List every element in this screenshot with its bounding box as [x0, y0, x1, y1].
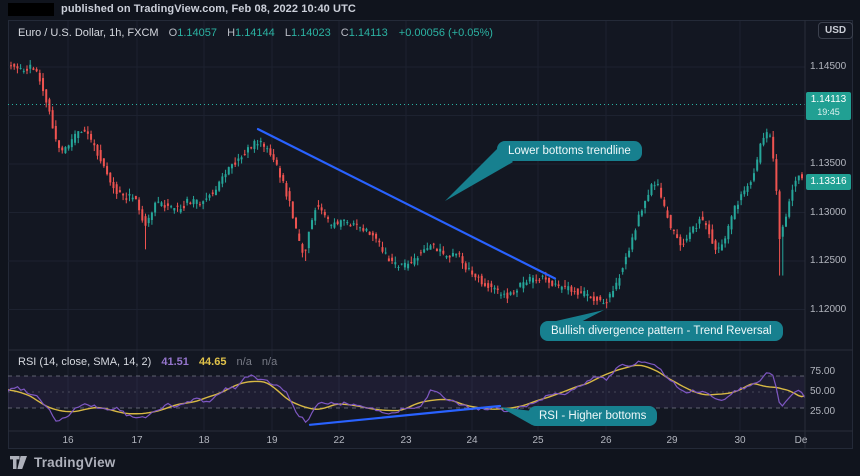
low-label: L	[284, 27, 291, 39]
redacted-username-box	[8, 3, 54, 16]
rsi-lines-layer	[8, 360, 805, 424]
callout-bullish-divergence[interactable]: Bullish divergence pattern - Trend Rever…	[540, 321, 783, 341]
rsi-ma-value: 44.65	[198, 356, 227, 368]
published-text: published on TradingView.com, Feb 08, 20…	[61, 3, 356, 15]
change-value: +0.00056 (+0.05%)	[398, 27, 493, 39]
rsi-legend[interactable]: RSI (14, close, SMA, 14, 2) 41.51 44.65 …	[18, 356, 277, 368]
rsi-trendline-drawing[interactable]	[308, 404, 502, 426]
price-axis-label: 1.13500	[810, 158, 847, 169]
low-value: 1.14023	[290, 27, 331, 39]
tradingview-logo-icon	[10, 456, 27, 469]
bar-countdown: 19:45	[817, 107, 840, 117]
high-value: 1.14144	[235, 27, 275, 39]
lower-bottoms-trendline-drawing[interactable]	[256, 127, 557, 280]
date-axis-label: 29	[666, 435, 678, 446]
rsi-na-2: n/a	[261, 356, 278, 368]
high-label: H	[227, 27, 236, 39]
date-axis-label: 30	[734, 435, 746, 446]
date-axis-label: 19	[266, 435, 278, 446]
rsi-axis-label: 50.00	[810, 386, 836, 397]
callout-lower-bottoms-trendline[interactable]: Lower bottoms trendline	[497, 141, 642, 161]
price-axis-label: 1.12000	[810, 303, 847, 315]
rsi-na-1: n/a	[236, 356, 252, 368]
current-price-badge: 1.14113 19:45	[806, 92, 851, 120]
rsi-axis-label: 25.00	[810, 406, 836, 417]
date-axis-label: 18	[198, 435, 210, 446]
callout-tail-bullish-divergence	[543, 310, 604, 324]
date-axis-label: 23	[400, 435, 412, 446]
last-close-badge-value: 1.13316	[810, 176, 847, 187]
top-bar: published on TradingView.com, Feb 08, 20…	[0, 0, 860, 20]
tradingview-brand-text: TradingView	[34, 455, 116, 470]
date-axis-label: 24	[466, 435, 478, 446]
date-axis-label: 16	[62, 435, 74, 446]
symbol-legend[interactable]: Euro / U.S. Dollar, 1h, FXCM O1.14057 H1…	[18, 27, 493, 39]
grid-layer	[8, 21, 805, 431]
callout-rsi-higher-bottoms[interactable]: RSI - Higher bottoms	[528, 406, 658, 426]
close-label: C	[340, 27, 349, 39]
date-axis-label: 22	[333, 435, 345, 446]
tradingview-logo[interactable]: TradingView	[10, 455, 115, 470]
last-close-badge: 1.13316	[806, 174, 851, 190]
callout-tail-rsi-higher-bottoms	[500, 407, 532, 425]
date-axis-label: 17	[131, 435, 143, 446]
price-axis-label: 1.12500	[810, 255, 847, 266]
symbol-title[interactable]: Euro / U.S. Dollar, 1h, FXCM	[18, 27, 159, 39]
close-value: 1.14113	[348, 27, 388, 39]
date-axis-label: 26	[600, 435, 612, 446]
date-axis-label: De	[794, 435, 808, 446]
current-price-badge-value: 1.14113	[810, 94, 847, 105]
callout-tail-lower-bottoms	[445, 147, 513, 201]
open-label: O	[168, 27, 178, 39]
open-value: 1.14057	[177, 27, 217, 39]
rsi-axis-label: 75.00	[810, 366, 836, 377]
rsi-line	[8, 360, 805, 424]
rsi-title[interactable]: RSI (14, close, SMA, 14, 2)	[18, 356, 152, 368]
rsi-value: 41.51	[161, 356, 189, 368]
price-axis-label: 1.13000	[810, 206, 847, 218]
date-axis-label: 25	[532, 435, 544, 446]
price-axis-label: 1.14500	[810, 61, 847, 72]
candles-layer	[10, 60, 803, 309]
currency-toggle-button[interactable]: USD	[818, 22, 854, 39]
